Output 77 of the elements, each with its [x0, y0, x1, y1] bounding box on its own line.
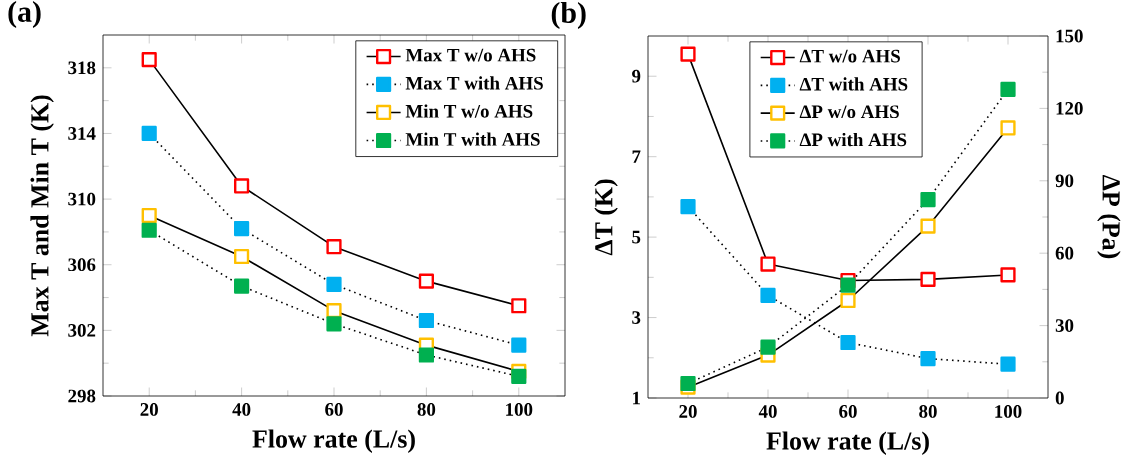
point: [1000, 356, 1016, 372]
y-tick-label: 5: [632, 230, 641, 244]
y-tick-label: 310: [68, 192, 96, 206]
point: [326, 316, 342, 332]
x-axis-title: Flow rate (L/s): [766, 431, 929, 455]
point: [234, 178, 250, 194]
y-tick-label: 314: [68, 127, 96, 140]
point: [511, 337, 527, 353]
y-tick-label: 302: [68, 323, 96, 337]
y-tick-label: 298: [68, 389, 96, 403]
point: [326, 303, 342, 319]
point: [418, 347, 434, 363]
point: [511, 298, 527, 314]
point: [234, 221, 250, 237]
legend-label: Max T w/o AHS: [405, 48, 536, 62]
legend-label: ΔP with AHS: [799, 132, 907, 147]
y-tick-label: 3: [632, 311, 641, 324]
chart-title: (b): [551, 1, 586, 30]
x-tick-label: 80: [919, 405, 937, 418]
y-tick-label: 9: [632, 69, 641, 83]
legend-label: ΔT w/o AHS: [799, 49, 900, 63]
point: [840, 292, 856, 309]
point: [760, 339, 776, 355]
y-tick-label: 318: [68, 61, 96, 75]
x-tick-label: 40: [232, 403, 251, 416]
x-tick-label: 80: [417, 403, 436, 416]
chart-title: (a): [8, 0, 41, 29]
y2-tick-label: 90: [1055, 174, 1074, 188]
y2-tick-label: 0: [1055, 391, 1064, 405]
x-tick-label: 60: [839, 405, 857, 418]
legend-label: Min T with AHS: [405, 132, 540, 146]
point: [680, 46, 696, 62]
point: [418, 273, 434, 289]
point: [234, 278, 250, 294]
point: [680, 375, 696, 392]
y-tick-label: 1: [633, 391, 640, 405]
point: [141, 52, 157, 68]
point: [1000, 267, 1016, 283]
y2-tick-label: 120: [1056, 102, 1083, 115]
x-tick-label: 60: [325, 403, 343, 416]
point: [920, 218, 936, 234]
legend-label: Max T with AHS: [405, 76, 543, 90]
legend-label: ΔP w/o AHS: [799, 105, 899, 119]
y-tick-label: 7: [632, 150, 641, 163]
point: [1000, 120, 1016, 136]
point: [840, 334, 856, 351]
y2-tick-label: 150: [1056, 29, 1083, 43]
point: [680, 198, 696, 215]
point: [141, 207, 157, 224]
point: [418, 312, 434, 329]
point: [234, 248, 250, 265]
point: [326, 276, 342, 293]
x-axis-title: Flow rate (L/s): [252, 429, 415, 453]
x-tick-label: 20: [140, 403, 158, 416]
point: [920, 271, 936, 287]
y2-tick-label: 30: [1055, 319, 1074, 332]
point: [141, 222, 157, 238]
point: [920, 192, 936, 208]
y-tick-label: 306: [68, 258, 96, 272]
y-axis-title: Max T and Min T (K): [30, 95, 54, 337]
x-tick-label: 40: [758, 405, 777, 418]
point: [760, 256, 776, 272]
point: [1000, 81, 1016, 97]
y-axis-title: ΔT (K): [594, 179, 618, 256]
y2-tick-label: 60: [1055, 246, 1074, 260]
y2-axis-title: ΔP (Pa): [1097, 175, 1121, 259]
x-tick-label: 20: [679, 405, 697, 418]
point: [141, 125, 157, 142]
point: [760, 287, 776, 304]
x-tick-label: 100: [506, 403, 533, 416]
point: [840, 277, 856, 293]
legend-label: Min T w/o AHS: [405, 104, 533, 118]
x-tick-label: 100: [995, 405, 1022, 418]
point: [326, 239, 342, 255]
point: [920, 350, 936, 367]
point: [511, 368, 527, 384]
legend-label: ΔT with AHS: [799, 77, 908, 91]
